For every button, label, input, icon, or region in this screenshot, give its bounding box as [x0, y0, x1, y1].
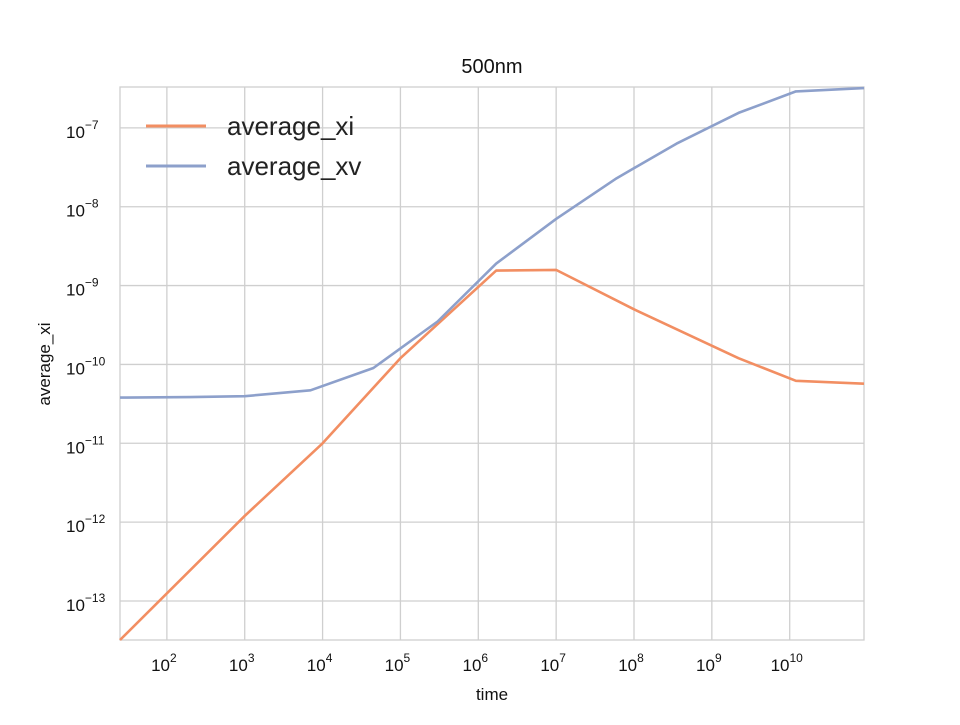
legend-label-average-xi: average_xi: [227, 111, 354, 141]
x-tick-label: 106: [462, 651, 488, 675]
y-tick-label: 10−11: [66, 433, 105, 457]
series-line-average-xv: [119, 86, 865, 399]
y-axis-label: average_xi: [35, 322, 54, 405]
x-tick-label: 102: [151, 651, 177, 675]
x-tick-exponent: 9: [715, 651, 722, 665]
y-tick-exponent: −10: [85, 354, 106, 368]
plot-frame: [119, 86, 865, 641]
x-tick-exponent: 7: [559, 651, 566, 665]
y-tick-exponent: −8: [85, 197, 99, 211]
y-tick-exponent: −9: [85, 276, 99, 290]
y-tick-exponent: −7: [85, 118, 99, 132]
x-tick-label: 104: [307, 651, 333, 675]
x-tick-exponent: 6: [481, 651, 488, 665]
x-tick-exponent: 5: [404, 651, 411, 665]
x-tick-exponent: 10: [789, 651, 803, 665]
y-tick-exponent: −12: [85, 512, 106, 526]
y-tick-exponent: −13: [85, 591, 106, 605]
x-axis-label: time: [476, 685, 508, 704]
y-tick-label: 10−7: [66, 118, 99, 142]
x-tick-label: 107: [540, 651, 566, 675]
x-tick-label: 109: [696, 651, 722, 675]
grid: [120, 87, 864, 640]
x-tick-exponent: 2: [170, 651, 177, 665]
x-tick-exponent: 8: [637, 651, 644, 665]
y-tick-label: 10−8: [66, 197, 99, 221]
y-tick-label: 10−12: [66, 512, 106, 536]
chart-title: 500nm: [461, 56, 522, 78]
series-line-average-xi: [119, 268, 865, 641]
y-tick-label: 10−10: [66, 354, 106, 378]
x-tick-exponent: 4: [326, 651, 333, 665]
x-tick-label: 1010: [771, 651, 804, 675]
legend-label-average-xv: average_xv: [227, 151, 361, 181]
x-tick-labels: 102 103 104 105 106 107 108 109 1010: [151, 651, 803, 675]
y-tick-labels: 10−13 10−12 10−11 10−10 10−9 10−8 10−7: [66, 118, 106, 615]
y-tick-exponent: −11: [85, 433, 105, 447]
x-tick-exponent: 3: [248, 651, 255, 665]
y-tick-label: 10−13: [66, 591, 106, 615]
series-layer: [119, 86, 865, 641]
x-tick-label: 108: [618, 651, 644, 675]
x-tick-label: 105: [385, 651, 411, 675]
x-tick-label: 103: [229, 651, 255, 675]
y-tick-label: 10−9: [66, 276, 99, 300]
legend: average_xi average_xv: [146, 111, 361, 181]
